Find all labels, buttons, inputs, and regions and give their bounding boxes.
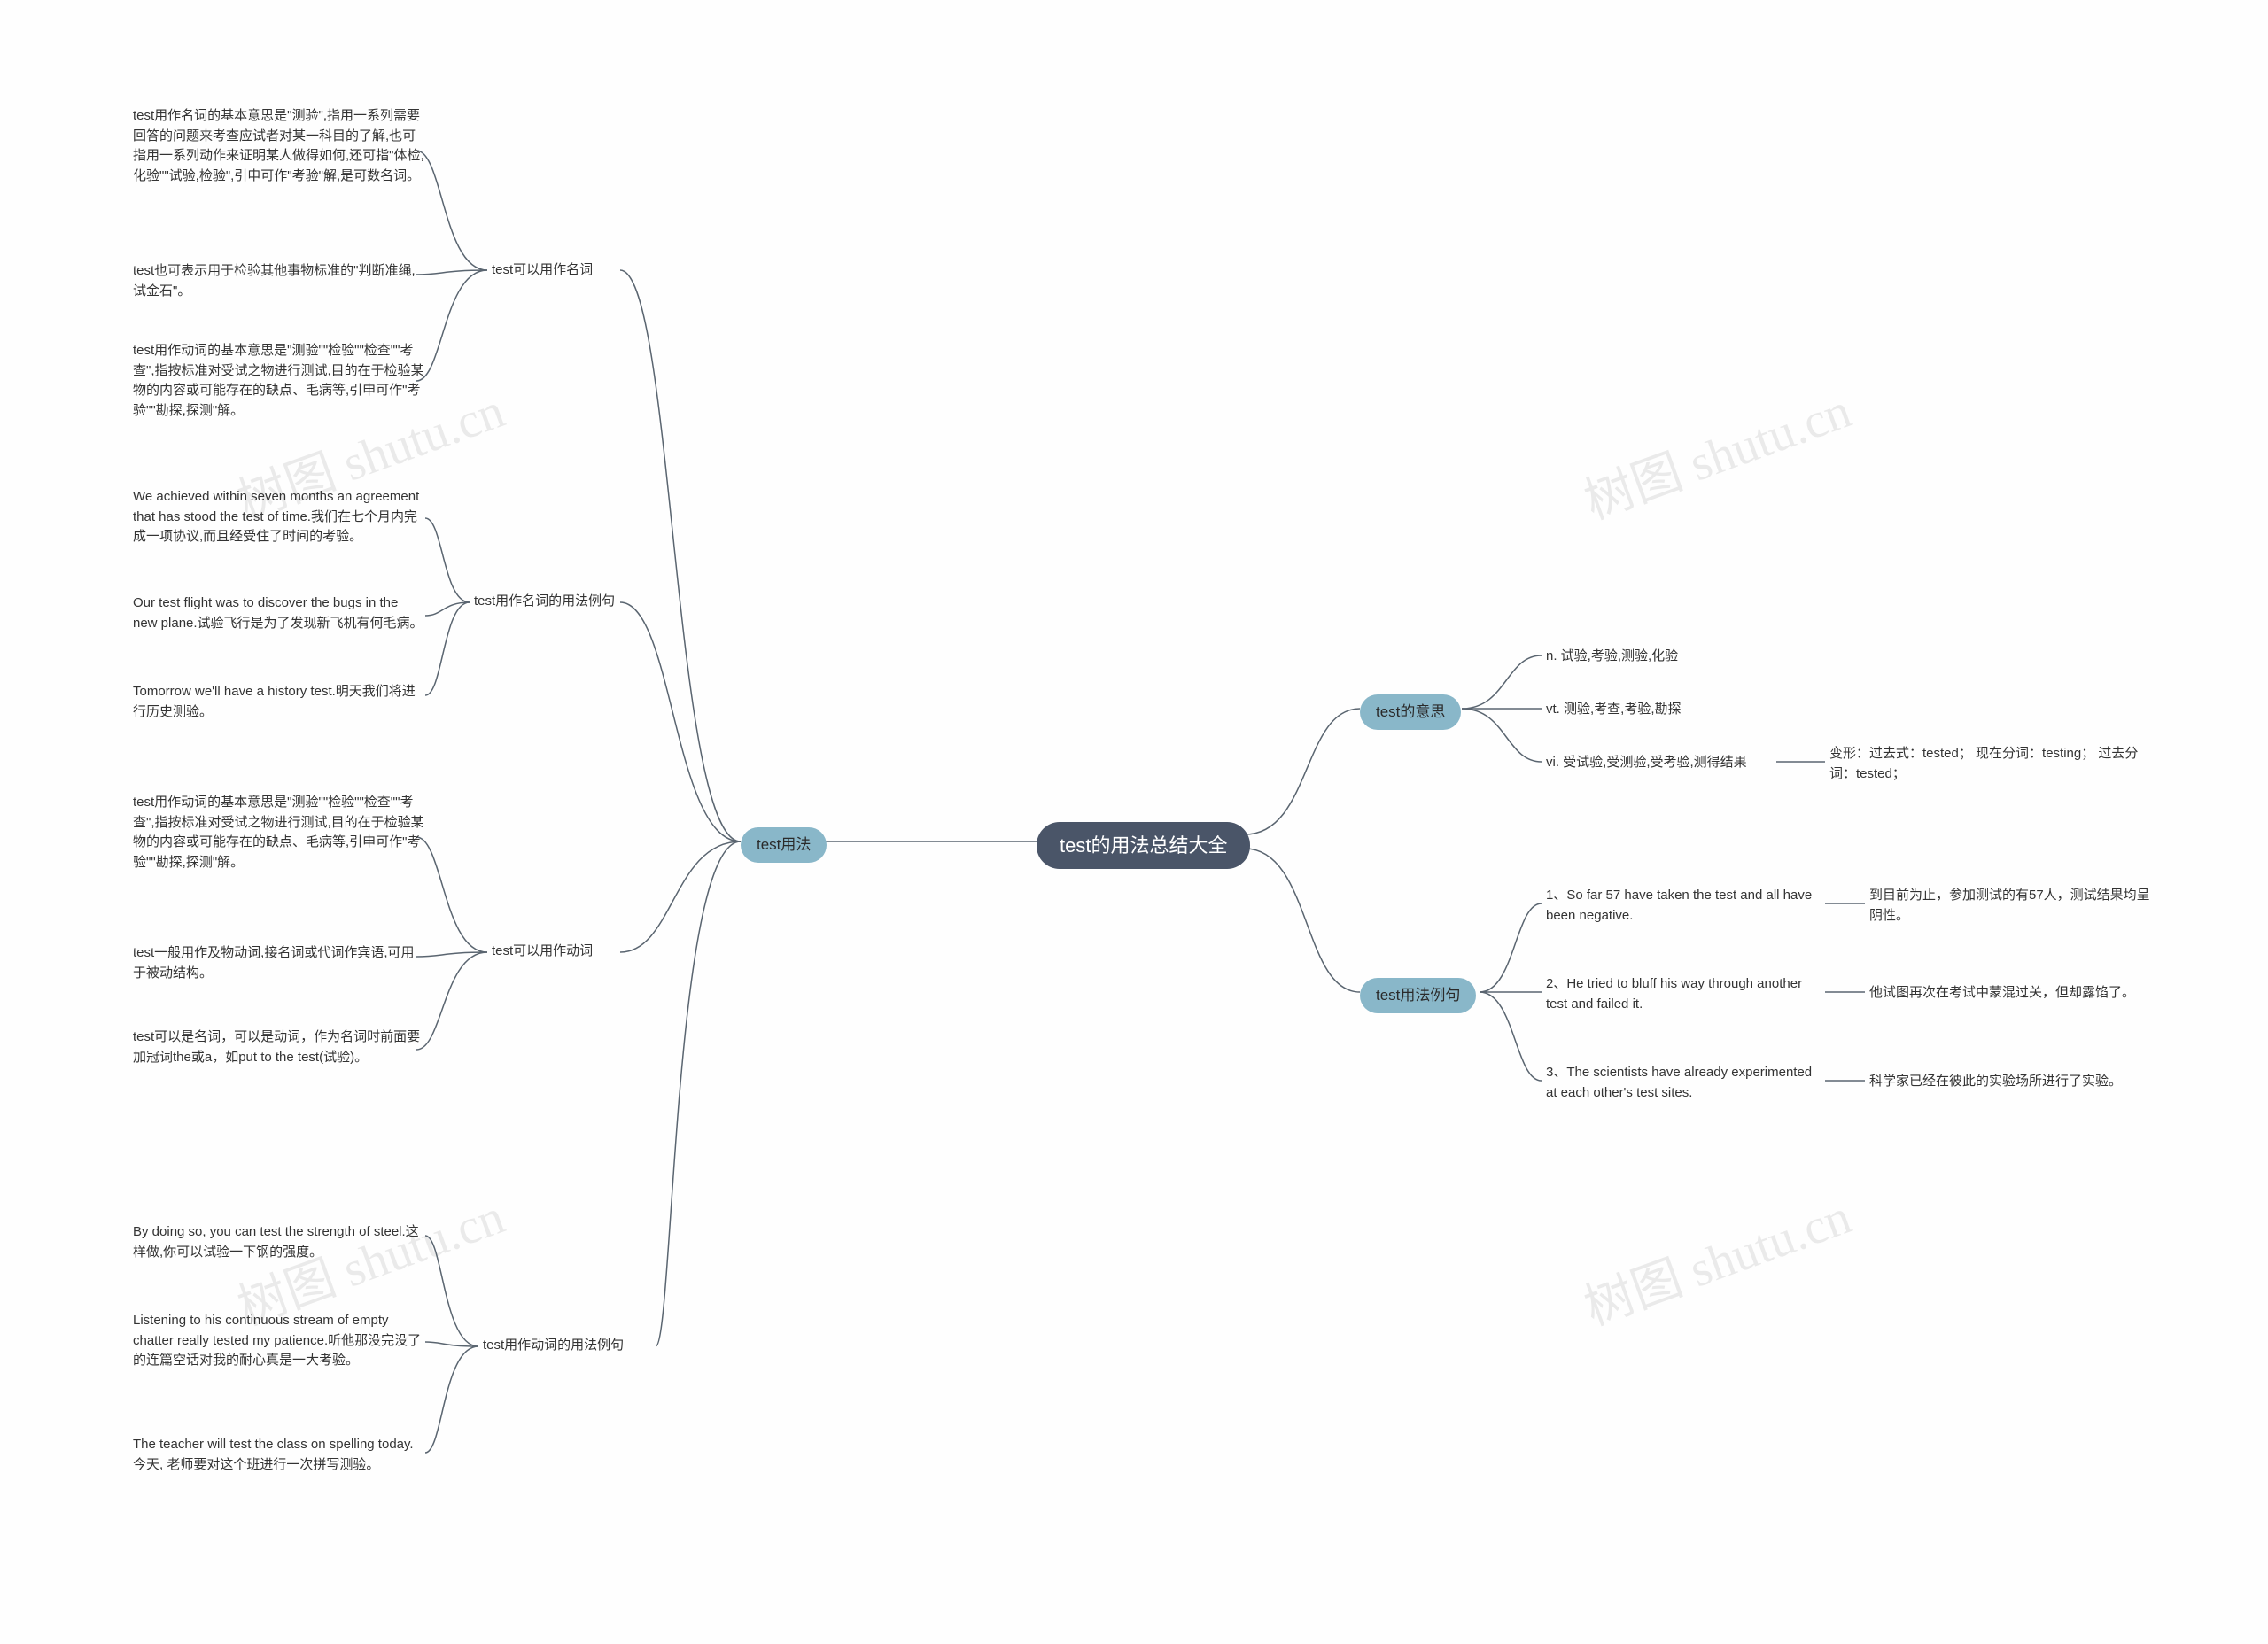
node-verb-examples: test用作动词的用法例句 [483, 1336, 624, 1356]
leaf-verb-usage-1: test一般用作及物动词,接名词或代词作宾语,可用于被动结构。 [133, 943, 425, 983]
leaf-example-0: 1、So far 57 have taken the test and all … [1546, 886, 1821, 926]
leaf-example-1-trans: 他试图再次在考试中蒙混过关，但却露馅了。 [1869, 983, 2135, 1004]
leaf-meaning-2-sub: 变形：过去式：tested； 现在分词：testing； 过去分词：tested… [1829, 744, 2148, 784]
branch-examples: test用法例句 [1360, 978, 1476, 1013]
leaf-verb-ex-0: By doing so, you can test the strength o… [133, 1222, 425, 1262]
leaf-meaning-1: vt. 测验,考查,考验,勘探 [1546, 700, 1682, 720]
watermark: 树图 shutu.cn [1573, 371, 1860, 534]
leaf-noun-usage-0: test用作名词的基本意思是"测验",指用一系列需要回答的问题来考查应试者对某一… [133, 106, 425, 186]
branch-label: test用法例句 [1376, 987, 1460, 1004]
branch-label: test用法 [757, 836, 811, 853]
leaf-noun-ex-2: Tomorrow we'll have a history test.明天我们将… [133, 682, 425, 722]
leaf-noun-ex-1: Our test flight was to discover the bugs… [133, 593, 425, 633]
leaf-example-1: 2、He tried to bluff his way through anot… [1546, 974, 1821, 1014]
leaf-verb-usage-0: test用作动词的基本意思是"测验""检验""检查""考查",指按标准对受试之物… [133, 793, 425, 872]
leaf-example-2: 3、The scientists have already experiment… [1546, 1063, 1821, 1103]
leaf-verb-ex-2: The teacher will test the class on spell… [133, 1435, 425, 1475]
mindmap-root: test的用法总结大全 [1037, 822, 1250, 869]
leaf-example-2-trans: 科学家已经在彼此的实验场所进行了实验。 [1869, 1072, 2122, 1092]
leaf-meaning-0: n. 试验,考验,测验,化验 [1546, 647, 1678, 667]
node-noun-usage: test可以用作名词 [492, 260, 593, 281]
leaf-noun-usage-2: test用作动词的基本意思是"测验""检验""检查""考查",指按标准对受试之物… [133, 341, 425, 421]
leaf-noun-ex-0: We achieved within seven months an agree… [133, 487, 425, 547]
branch-meaning: test的意思 [1360, 694, 1461, 730]
branch-usage: test用法 [741, 827, 827, 863]
root-label: test的用法总结大全 [1060, 834, 1227, 857]
node-verb-usage: test可以用作动词 [492, 942, 593, 962]
leaf-meaning-2: vi. 受试验,受测验,受考验,测得结果 [1546, 753, 1747, 773]
node-noun-examples: test用作名词的用法例句 [474, 592, 615, 612]
leaf-example-0-trans: 到目前为止，参加测试的有57人，测试结果均呈阴性。 [1869, 886, 2162, 926]
leaf-verb-ex-1: Listening to his continuous stream of em… [133, 1311, 425, 1371]
watermark: 树图 shutu.cn [1573, 1177, 1860, 1340]
leaf-noun-usage-1: test也可表示用于检验其他事物标准的"判断准绳,试金石"。 [133, 261, 425, 301]
leaf-verb-usage-2: test可以是名词，可以是动词，作为名词时前面要加冠词the或a，如put to… [133, 1028, 425, 1067]
branch-label: test的意思 [1376, 703, 1445, 720]
